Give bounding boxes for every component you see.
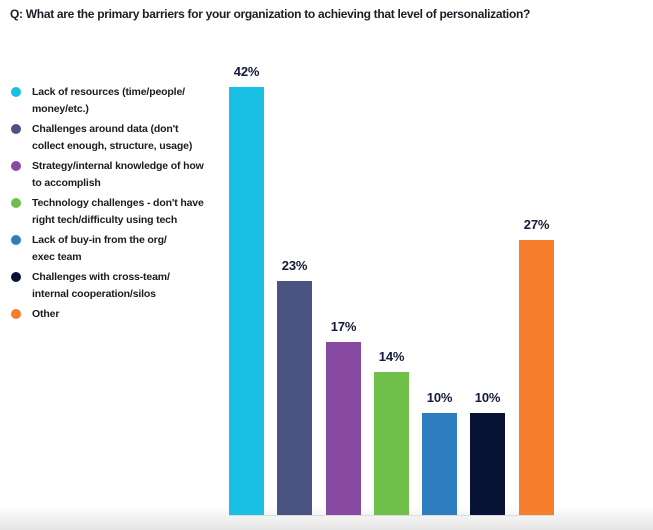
legend-item: Lack of buy-in from the org/exec team [10,232,228,266]
legend-label: Challenges with cross-team/internal coop… [32,271,170,300]
legend-item: Other [10,306,228,323]
legend-label: Strategy/internal knowledge of how to acc… [32,160,204,189]
bar [229,87,264,515]
legend-label: Lack of buy-in from the org/exec team [32,234,167,263]
bar [470,413,505,515]
legend-label: Lack of resources (time/people/money/etc… [32,86,185,115]
bar-value-label: 42% [233,64,260,79]
bar [374,372,409,515]
bar-value-label: 23% [281,258,308,273]
legend-label: Other [32,308,60,320]
legend-item: Challenges around data (don't collect eno… [10,121,228,155]
bar [326,342,361,515]
chart-baseline [229,515,554,516]
legend-item: Technology challenges - don't have right … [10,195,228,229]
bar-value-label: 10% [426,390,453,405]
bar-value-label: 17% [330,319,357,334]
legend-dot [11,235,21,245]
legend-dot [11,161,21,171]
legend-dot [11,87,21,97]
bar-value-label: 27% [523,217,550,232]
legend-dot [11,309,21,319]
legend-dot [11,124,21,134]
legend-item: Challenges with cross-team/internal coop… [10,269,228,303]
bar [519,240,554,515]
chart-legend: Lack of resources (time/people/money/etc… [10,84,228,326]
bar [277,281,312,515]
legend-label: Challenges around data (don't collect eno… [32,123,193,152]
chart-question-title: Q: What are the primary barriers for you… [10,7,531,21]
bar [422,413,457,515]
legend-item: Strategy/internal knowledge of how to acc… [10,158,228,192]
legend-dot [11,198,21,208]
bar-value-label: 10% [474,390,501,405]
legend-item: Lack of resources (time/people/money/etc… [10,84,228,118]
bar-value-label: 14% [378,349,405,364]
legend-label: Technology challenges - don't have right … [32,197,204,226]
legend-dot [11,272,21,282]
